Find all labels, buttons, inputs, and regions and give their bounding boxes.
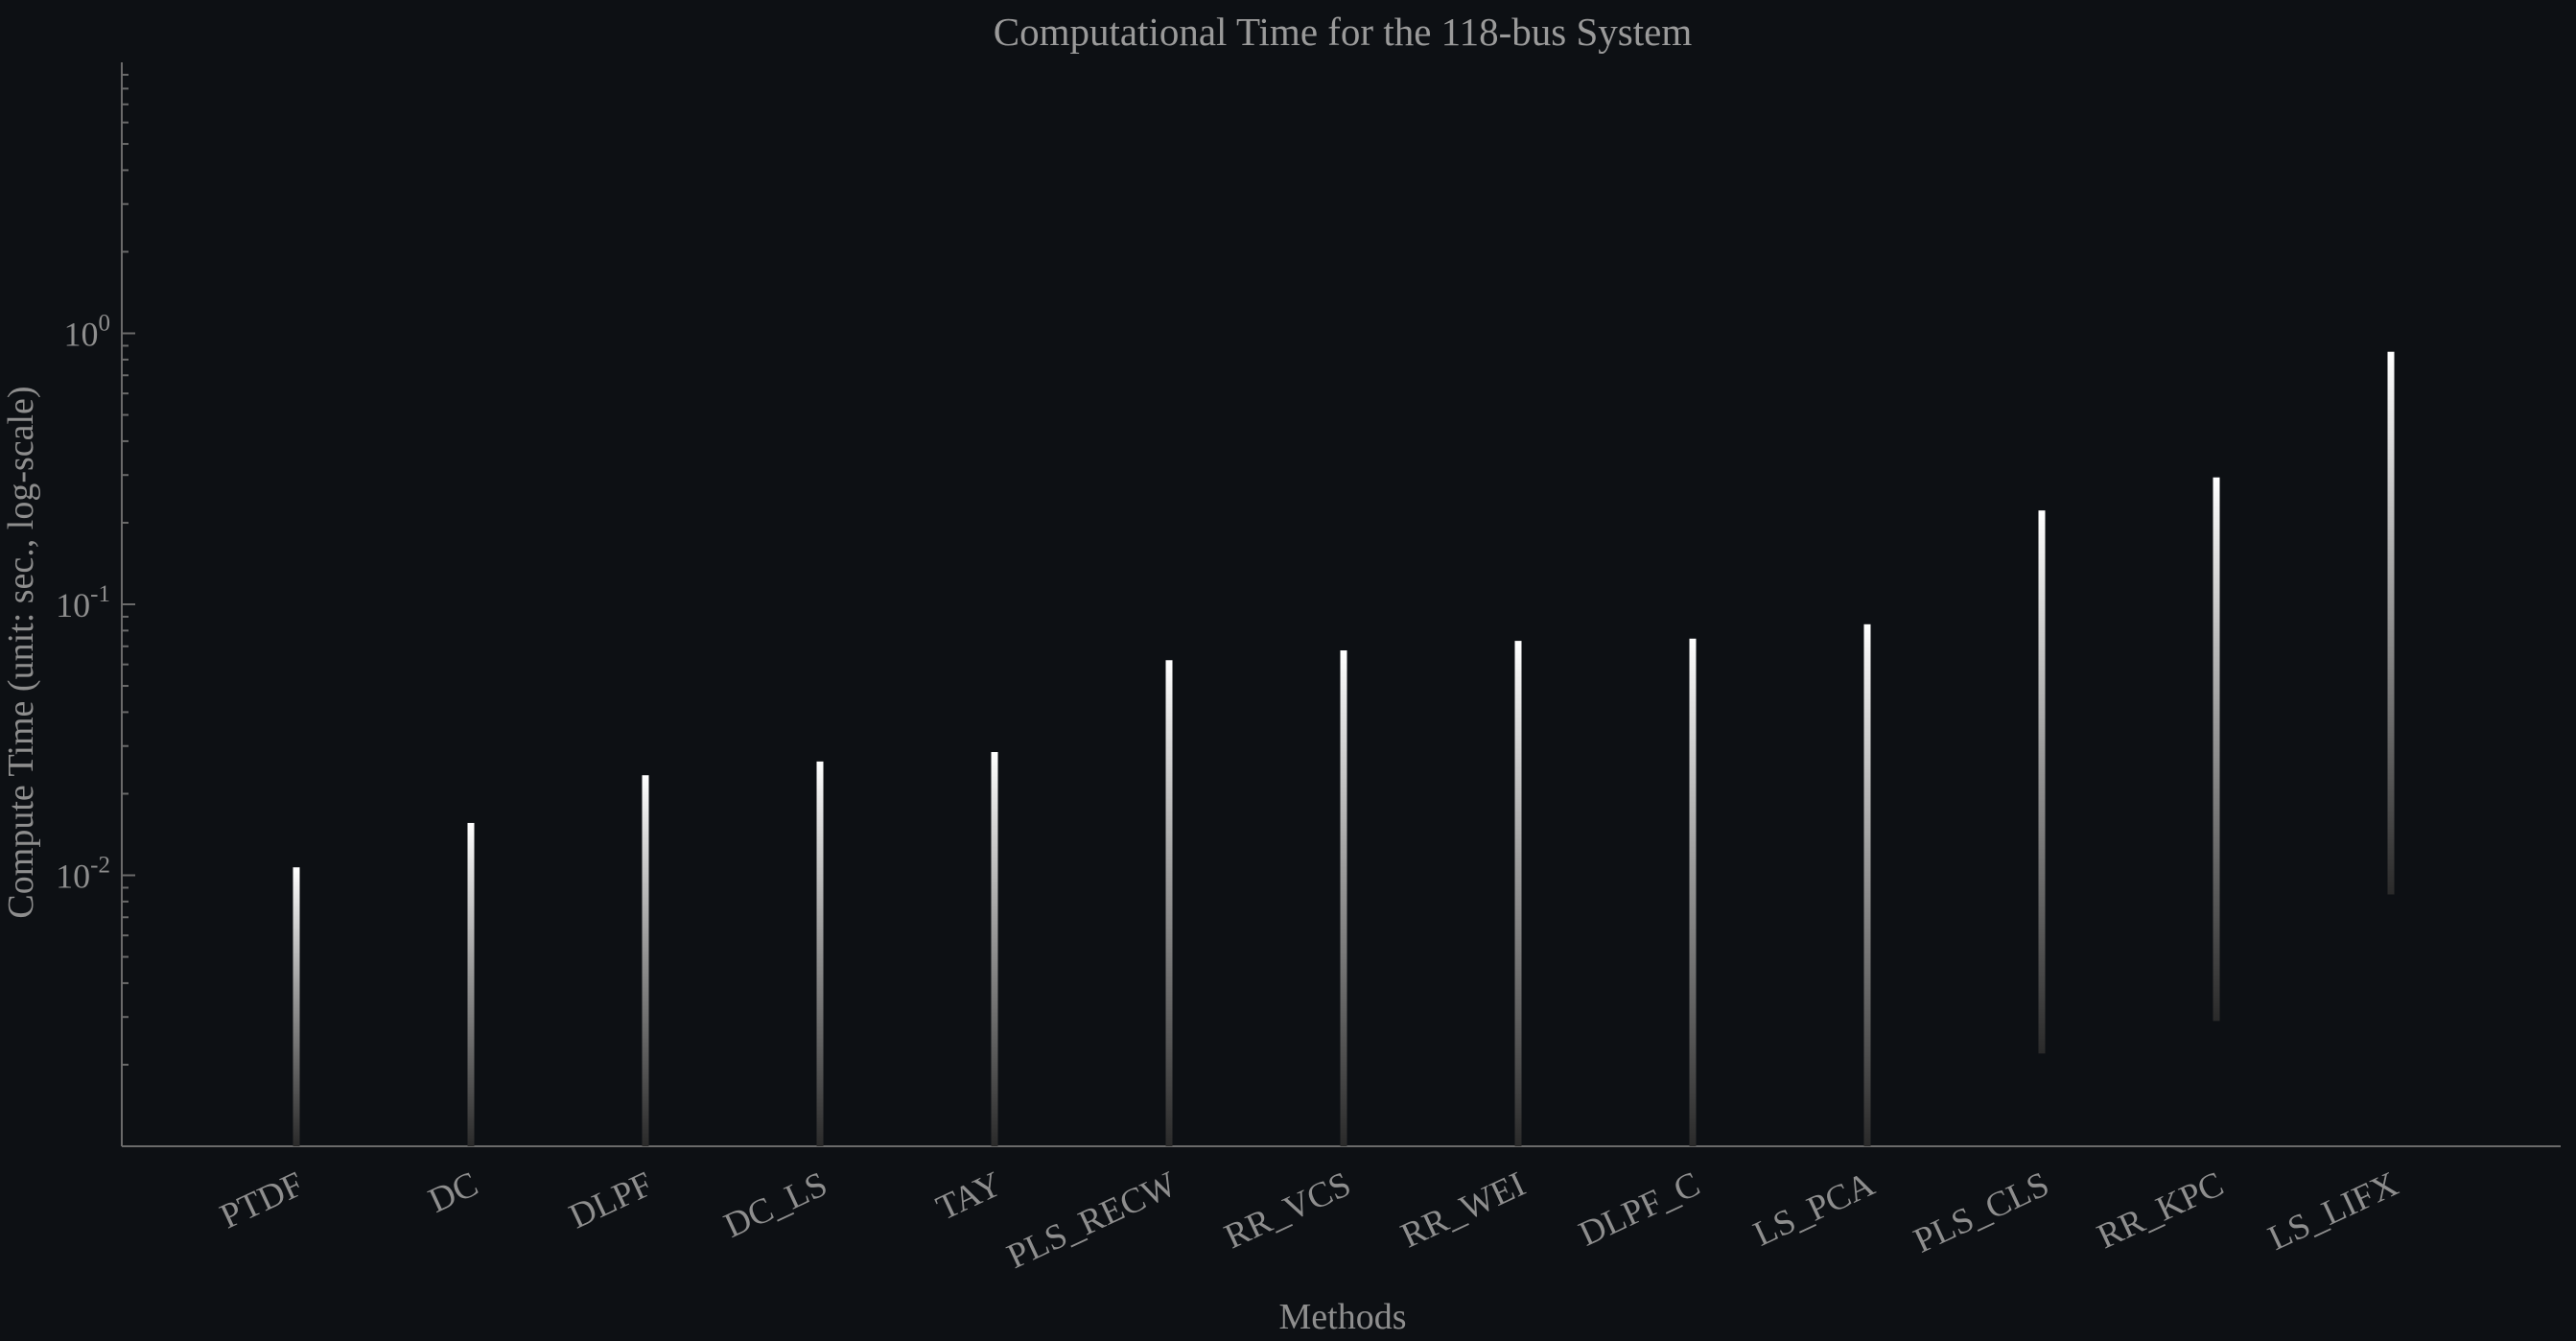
bar-tay (991, 752, 998, 1146)
bar-dlpf (642, 775, 649, 1146)
x-tick-label: TAY (930, 1165, 1007, 1229)
x-tick-label: RR_WEI (1395, 1165, 1532, 1256)
x-tick-label: PTDF (214, 1165, 309, 1236)
x-tick-label: DC (423, 1165, 484, 1221)
y-axis-label: Compute Time (unit: sec., log-scale) (1, 386, 41, 918)
x-tick-label: DC_LS (718, 1165, 833, 1246)
x-tick-label: LS_PCA (1747, 1165, 1881, 1255)
y-tick-label: 10-1 (56, 581, 110, 624)
x-tick-label: LS_LIFX (2262, 1165, 2404, 1259)
y-tick-label: 10-2 (56, 853, 110, 896)
bar-rr-kpc (2213, 477, 2220, 1022)
bar-ptdf (293, 867, 300, 1146)
x-tick-label: DLPF_C (1573, 1165, 1705, 1255)
bar-pls-cls (2038, 510, 2046, 1054)
x-tick-label: PLS_RECW (1001, 1165, 1183, 1277)
bar-dc (467, 822, 475, 1146)
bar-dc-ls (816, 761, 824, 1146)
x-tick-label: PLS_CLS (1908, 1165, 2054, 1261)
x-tick-label: RR_KPC (2092, 1165, 2230, 1257)
x-tick-label: DLPF (563, 1165, 658, 1236)
bar-ls-lifx (2387, 351, 2395, 895)
bar-rr-vcs (1340, 650, 1347, 1146)
bar-dlpf-c (1689, 638, 1697, 1146)
bar-rr-wei (1514, 641, 1522, 1146)
x-tick-label: RR_VCS (1219, 1165, 1357, 1257)
chart-title: Computational Time for the 118-bus Syste… (994, 10, 1693, 54)
bar-ls-pca (1863, 623, 1871, 1146)
bar-pls-recw (1165, 660, 1173, 1146)
x-axis-label: Methods (1279, 1297, 1407, 1337)
y-tick-label: 100 (64, 311, 111, 354)
